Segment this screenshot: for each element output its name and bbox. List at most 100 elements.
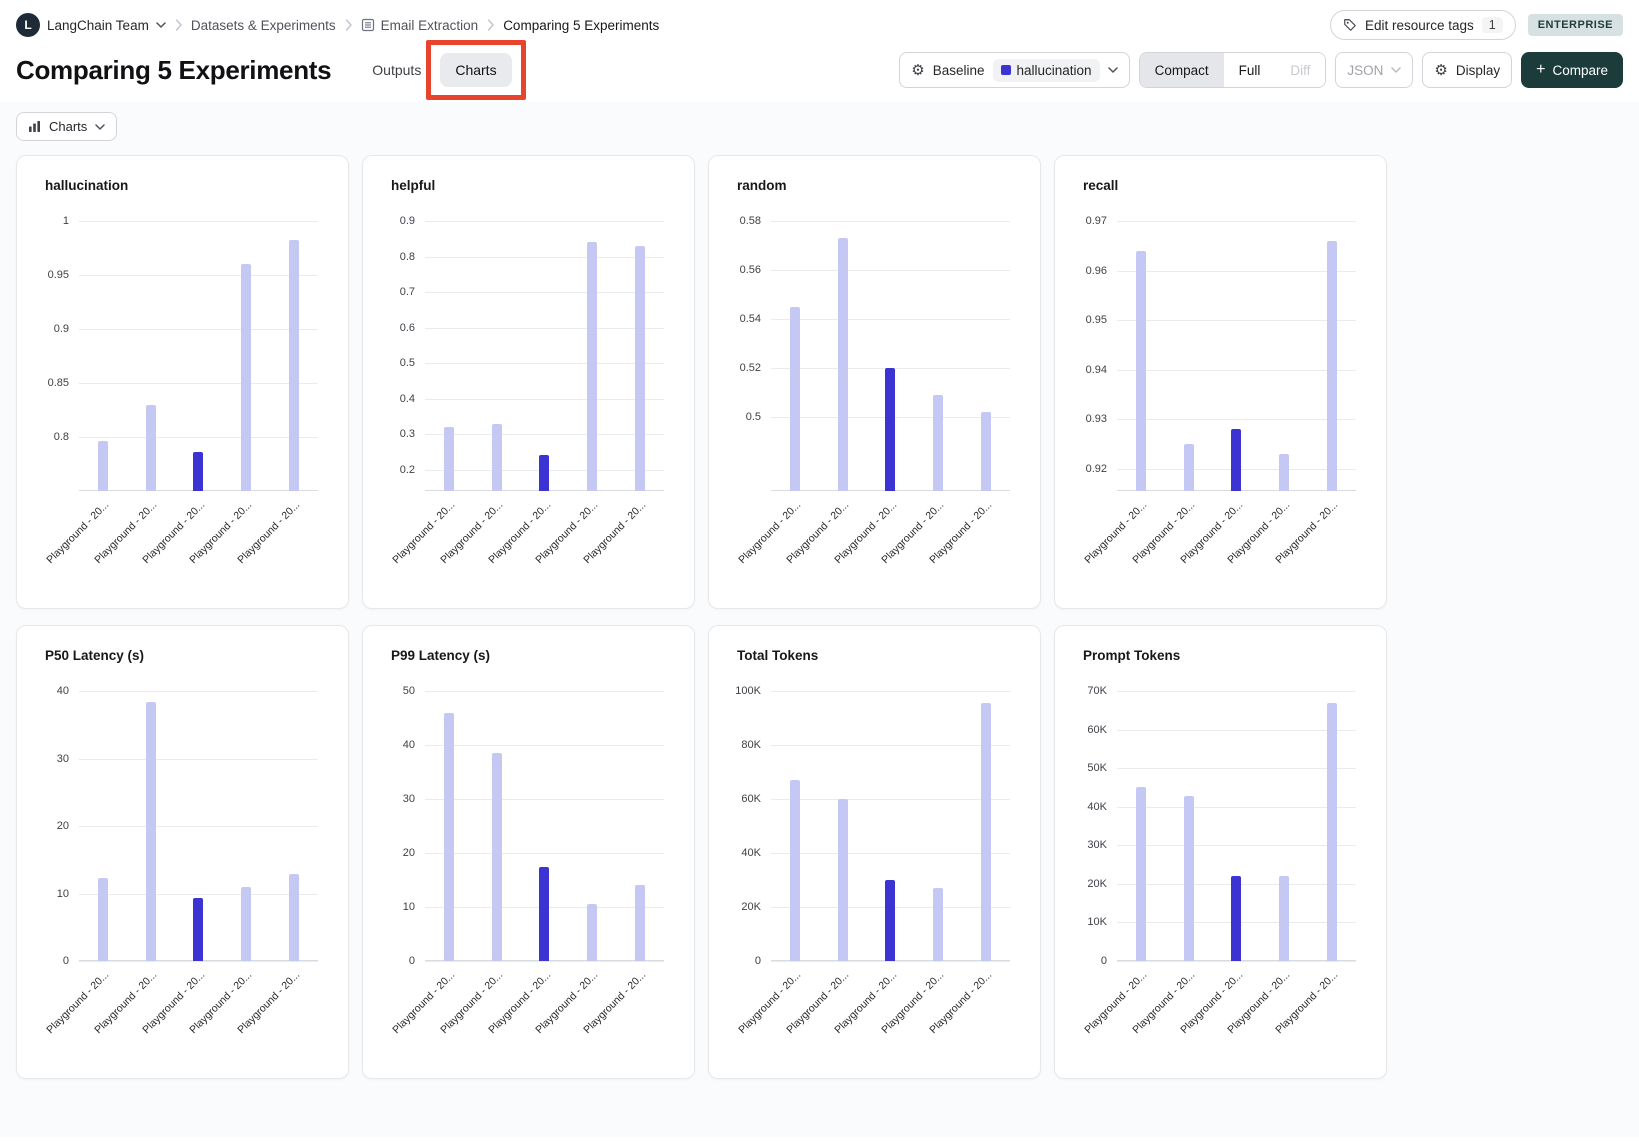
gear-icon: ⚙ (1434, 61, 1448, 79)
bar[interactable] (1135, 250, 1146, 491)
chart-plot (771, 691, 1010, 962)
bar[interactable] (1183, 796, 1194, 961)
gridline (771, 319, 1010, 321)
view-mode-compact[interactable]: Compact (1139, 53, 1224, 87)
baseline-color-swatch (1000, 65, 1011, 75)
bar[interactable] (885, 368, 896, 491)
bar[interactable] (1135, 787, 1146, 961)
bar[interactable] (539, 866, 550, 961)
bar[interactable] (1279, 453, 1290, 491)
bar[interactable] (635, 245, 646, 491)
json-dropdown[interactable]: JSON (1335, 52, 1414, 88)
y-tick-label: 10 (402, 901, 415, 913)
x-axis-labels: Playground - 20... Playground - 20... Play… (390, 961, 664, 1065)
gridline (771, 221, 1010, 222)
display-button[interactable]: ⚙ Display (1422, 52, 1513, 88)
bar[interactable] (789, 780, 800, 961)
y-tick-label: 0.85 (47, 377, 69, 389)
chart-card-recall: recall 0.97 0.96 0.95 0.94 0.93 0.92 Playground… (1054, 155, 1387, 609)
tab-charts[interactable]: Charts (426, 40, 526, 100)
bar[interactable] (443, 427, 454, 491)
bar[interactable] (145, 702, 156, 961)
y-tick-label: 0.7 (399, 286, 415, 299)
gridline (79, 221, 318, 222)
bar[interactable] (491, 423, 502, 491)
bar[interactable] (193, 452, 204, 491)
view-mode-full[interactable]: Full (1223, 53, 1276, 87)
bar[interactable] (1279, 876, 1290, 961)
bar[interactable] (933, 395, 944, 491)
bar[interactable] (837, 238, 848, 491)
bar[interactable] (97, 877, 108, 961)
bar[interactable] (587, 904, 598, 961)
gridline (1117, 691, 1356, 692)
gridline (425, 398, 664, 400)
view-mode-toggle: Compact Full Diff (1138, 52, 1327, 88)
bar[interactable] (885, 880, 896, 961)
bar[interactable] (837, 799, 848, 961)
y-axis: 0.97 0.96 0.95 0.94 0.93 0.92 (1071, 215, 1117, 491)
baseline-selector[interactable]: ⚙ Baseline hallucination (899, 52, 1130, 88)
bar[interactable] (981, 412, 992, 491)
y-tick-label: 10K (1087, 916, 1107, 929)
chart-plot (79, 221, 318, 491)
bar[interactable] (1327, 702, 1338, 961)
y-axis: 0.9 0.8 0.7 0.6 0.5 0.4 0.3 0.2 (379, 215, 425, 491)
team-switcher[interactable]: L LangChain Team (16, 13, 166, 37)
bar[interactable] (635, 885, 646, 961)
edit-resource-tags-button[interactable]: Edit resource tags 1 (1329, 10, 1516, 40)
bar[interactable] (1327, 240, 1338, 491)
gridline (425, 292, 664, 294)
bar[interactable] (1183, 443, 1194, 491)
charts-dropdown-label: Charts (49, 119, 88, 134)
tag-icon (1343, 18, 1357, 32)
bar[interactable] (981, 703, 992, 961)
chevron-down-icon (1107, 67, 1118, 73)
tab-outputs[interactable]: Outputs (372, 62, 422, 78)
bar[interactable] (193, 898, 204, 961)
chart-title: helpful (391, 178, 436, 193)
page-header: Comparing 5 Experiments Outputs Charts ⚙… (0, 40, 1639, 102)
bar[interactable] (1231, 429, 1242, 491)
chart-title: hallucination (45, 178, 129, 193)
gridline (771, 270, 1010, 272)
bar[interactable] (789, 306, 800, 491)
gridline (1117, 320, 1356, 322)
gridline (425, 221, 664, 222)
bar[interactable] (97, 441, 108, 491)
top-bar: L LangChain Team Datasets & Experiments … (0, 0, 1639, 44)
y-tick-label: 0.5 (399, 357, 415, 370)
breadcrumb-datasets[interactable]: Datasets & Experiments (190, 17, 336, 33)
bar[interactable] (539, 455, 550, 491)
bar[interactable] (289, 240, 300, 491)
breadcrumb-dataset[interactable]: Email Extraction (361, 18, 478, 33)
bar[interactable] (241, 886, 252, 961)
y-tick-label: 0.92 (1085, 462, 1107, 475)
display-label: Display (1455, 62, 1501, 78)
page-title: Comparing 5 Experiments (16, 54, 332, 85)
chart-plot (425, 221, 664, 491)
bar[interactable] (933, 888, 944, 961)
bar[interactable] (145, 404, 156, 491)
y-tick-label: 0.93 (1085, 413, 1107, 426)
y-tick-label: 1 (62, 215, 69, 227)
chart-title: Total Tokens (737, 648, 819, 663)
charts-dropdown[interactable]: Charts (16, 112, 118, 141)
chart-plot (425, 691, 664, 962)
bar[interactable] (491, 753, 502, 961)
view-mode-diff[interactable]: Diff (1275, 53, 1326, 87)
compare-button[interactable]: + Compare (1521, 52, 1623, 88)
chevron-down-icon (156, 22, 166, 28)
y-tick-label: 30 (402, 793, 415, 805)
gridline (771, 745, 1010, 746)
breadcrumb-current: Comparing 5 Experiments (503, 17, 660, 33)
gridline (1117, 961, 1356, 962)
bar[interactable] (289, 873, 300, 961)
gridline (1117, 845, 1356, 847)
chart-card-hallucination: hallucination 1 0.95 0.9 0.85 0.8 Playground -… (16, 155, 349, 609)
bar[interactable] (241, 264, 252, 491)
bar[interactable] (443, 712, 454, 961)
y-tick-label: 0.9 (399, 215, 415, 227)
bar[interactable] (587, 242, 598, 491)
bar[interactable] (1231, 876, 1242, 961)
